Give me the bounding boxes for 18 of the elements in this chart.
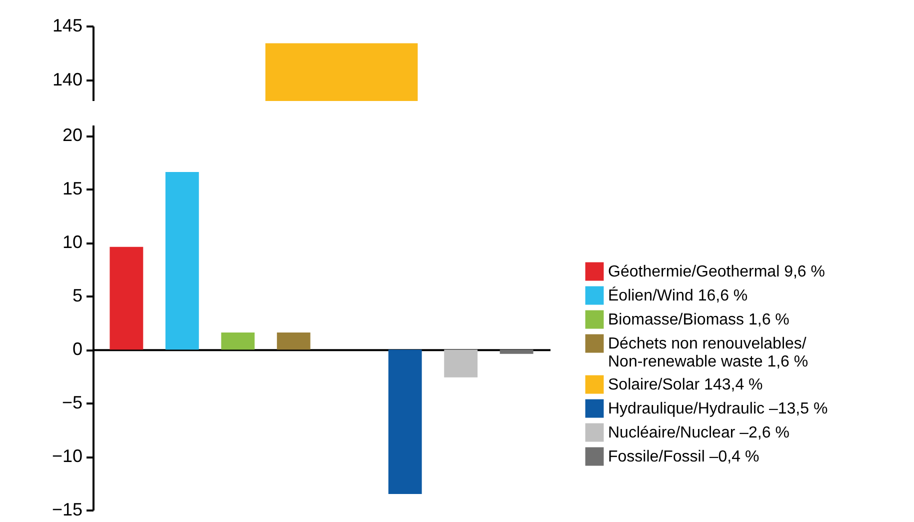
legend-label: Hydraulique/Hydraulic –13,5 %: [608, 400, 828, 418]
y-tick-label: −15: [52, 500, 82, 520]
y-tick-label: −5: [62, 392, 82, 413]
legend-label: Géothermie/Geothermal 9,6 %: [608, 264, 825, 280]
legend-label: Solaire/Solar 143,4 %: [608, 376, 763, 394]
y-tick-label: −10: [52, 446, 82, 466]
y-tick-label: 10: [62, 232, 82, 252]
legend-label: Déchets non renouvelables/Non-renewable waste 1,6 %: [608, 336, 808, 370]
legend-label: Biomasse/Biomass 1,6 %: [608, 312, 790, 328]
legend-label: Nucléaire/Nuclear –2,6 %: [608, 424, 790, 442]
y-tick-label: 145: [52, 16, 82, 36]
y-tick-label: 140: [52, 69, 82, 90]
y-tick-label: 0: [72, 339, 82, 360]
y-tick-label: 20: [62, 125, 82, 146]
legend-label: Fossile/Fossil –0,4 %: [608, 448, 760, 466]
legend-label: Éolien/Wind 16,6 %: [608, 286, 748, 304]
y-tick-label: 15: [62, 178, 82, 199]
y-tick-label: 5: [72, 286, 82, 306]
